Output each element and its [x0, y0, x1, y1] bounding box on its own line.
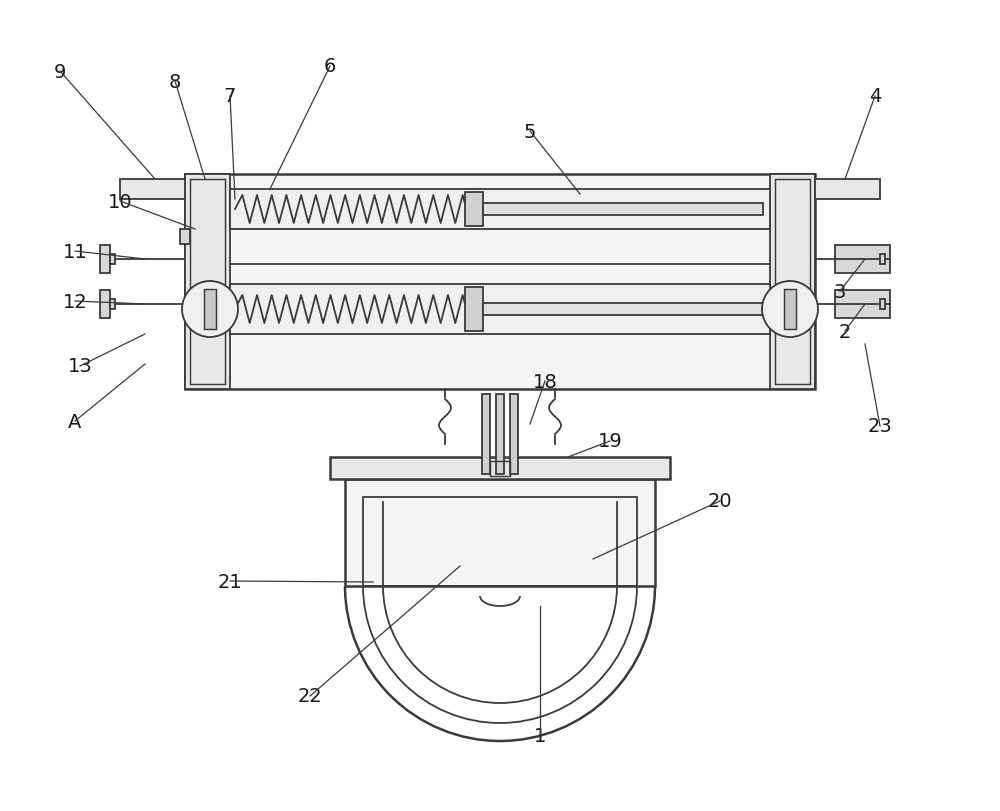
Text: 22: 22: [298, 687, 322, 706]
Bar: [330, 457, 670, 479]
Bar: [775, 180, 810, 384]
Bar: [120, 180, 185, 200]
Text: 18: 18: [533, 372, 557, 391]
Bar: [835, 290, 890, 319]
Bar: [510, 394, 518, 474]
Text: 7: 7: [224, 88, 236, 106]
Text: 6: 6: [324, 58, 336, 76]
Bar: [784, 290, 796, 329]
Bar: [880, 299, 885, 310]
Bar: [815, 180, 880, 200]
Text: 20: 20: [708, 492, 732, 511]
Bar: [496, 394, 504, 474]
Text: 11: 11: [63, 242, 87, 261]
Bar: [100, 246, 110, 273]
Bar: [180, 230, 190, 245]
Text: 13: 13: [68, 357, 92, 376]
Text: A: A: [68, 412, 82, 431]
Bar: [345, 479, 655, 586]
Bar: [363, 497, 637, 586]
Bar: [483, 204, 763, 216]
Text: 3: 3: [834, 282, 846, 301]
Bar: [110, 255, 115, 264]
Bar: [230, 285, 770, 335]
Bar: [880, 255, 885, 264]
Bar: [185, 175, 230, 389]
Text: 19: 19: [598, 432, 622, 451]
Text: 4: 4: [869, 88, 881, 106]
Circle shape: [182, 281, 238, 337]
Bar: [185, 175, 815, 389]
Text: 5: 5: [524, 122, 536, 141]
Bar: [230, 190, 770, 230]
Bar: [770, 175, 815, 389]
Bar: [110, 299, 115, 310]
Bar: [835, 246, 890, 273]
Bar: [465, 193, 483, 227]
Text: 10: 10: [108, 192, 132, 211]
Text: 8: 8: [169, 72, 181, 92]
Bar: [482, 394, 490, 474]
Bar: [490, 461, 510, 476]
Text: 21: 21: [218, 572, 242, 590]
Circle shape: [762, 281, 818, 337]
Bar: [190, 180, 225, 384]
Bar: [204, 290, 216, 329]
Text: 1: 1: [534, 727, 546, 745]
Text: 9: 9: [54, 62, 66, 81]
Text: 2: 2: [839, 322, 851, 341]
Bar: [465, 288, 483, 332]
Bar: [483, 303, 763, 315]
Text: 23: 23: [868, 417, 892, 436]
Bar: [100, 290, 110, 319]
Text: 12: 12: [63, 292, 87, 311]
